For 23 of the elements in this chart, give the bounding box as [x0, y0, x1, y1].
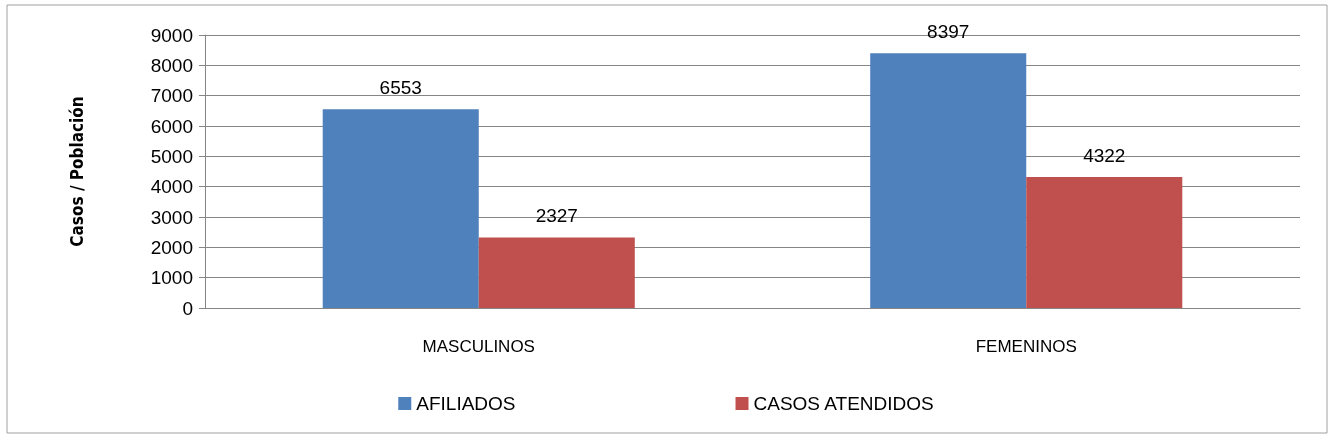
x-tick-label: MASCULINOS — [422, 337, 535, 356]
bar — [322, 109, 479, 308]
data-label: 8397 — [927, 21, 970, 43]
y-tick-label: 2000 — [150, 236, 193, 258]
y-tick-label: 6000 — [150, 115, 193, 137]
bar — [1026, 176, 1183, 308]
y-tick-label: 0 — [182, 297, 193, 319]
y-tick-label: 7000 — [150, 85, 193, 107]
bar — [478, 237, 635, 308]
legend-label: AFILIADOS — [416, 393, 516, 414]
x-tick-label: FEMENINOS — [975, 337, 1077, 356]
y-tick-label: 3000 — [150, 206, 193, 228]
bar — [870, 53, 1027, 308]
y-tick-label: 4000 — [150, 176, 193, 198]
y-tick-label: 5000 — [150, 145, 193, 167]
legend-label: CASOS ATENDIDOS — [753, 393, 934, 414]
y-tick-label: 1000 — [150, 267, 193, 289]
y-tick-label: 9000 — [150, 24, 193, 46]
data-label: 4322 — [1083, 144, 1126, 166]
data-label: 2327 — [535, 205, 578, 227]
y-axis-title: Casos / Población — [66, 96, 87, 247]
data-label: 6553 — [379, 77, 422, 99]
y-tick-label: 8000 — [150, 54, 193, 76]
